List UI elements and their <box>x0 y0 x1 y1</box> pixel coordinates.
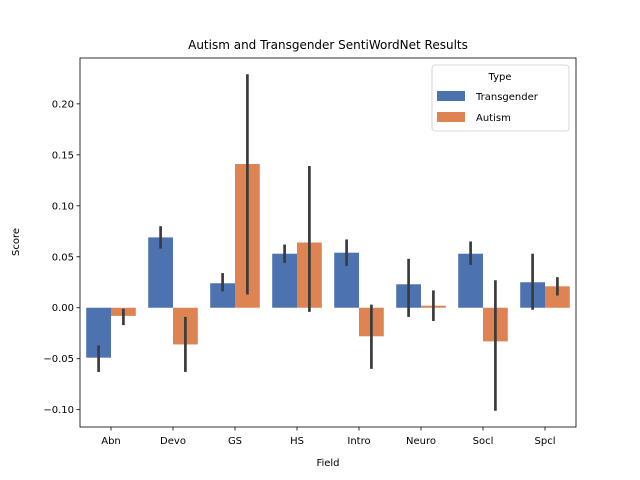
y-tick-label: −0.10 <box>43 405 74 416</box>
x-tick-label: HS <box>290 436 304 447</box>
x-tick-label: Abn <box>101 436 121 447</box>
legend-label-transgender: Transgender <box>475 92 539 103</box>
x-tick-label: GS <box>228 436 242 447</box>
y-axis: −0.10 −0.05 0.00 0.05 0.10 0.15 0.20 <box>43 99 80 416</box>
bar-autism-spcl <box>545 286 570 308</box>
plot-frame <box>79 57 577 428</box>
legend-frame <box>431 64 570 132</box>
x-tick-label: Spcl <box>535 436 556 447</box>
bar-transgender-devo <box>148 237 173 308</box>
x-tick-label: Socl <box>473 436 494 447</box>
legend-title: Type <box>488 72 512 83</box>
y-tick-label: 0.10 <box>52 201 74 212</box>
x-tick-label: Neuro <box>406 436 436 447</box>
x-tick-label: Intro <box>347 436 370 447</box>
x-axis-label: Field <box>316 458 339 469</box>
y-tick-label: 0.20 <box>52 99 74 110</box>
bars-layer <box>86 164 570 358</box>
y-tick-label: 0.15 <box>52 150 74 161</box>
legend-label-autism: Autism <box>476 113 511 124</box>
x-axis: Abn Devo GS HS Intro Neuro Socl Spcl <box>101 427 555 447</box>
y-axis-label: Score <box>11 228 22 256</box>
x-tick-label: Devo <box>160 436 186 447</box>
legend-swatch-transgender <box>437 91 465 101</box>
error-bars-layer <box>97 74 559 411</box>
y-tick-label: −0.05 <box>43 354 74 365</box>
legend-swatch-autism <box>437 112 465 122</box>
y-tick-label: 0.05 <box>52 252 74 263</box>
y-tick-label: 0.00 <box>52 303 74 314</box>
legend: Type Transgender Autism <box>431 64 570 132</box>
chart-title: Autism and Transgender SentiWordNet Resu… <box>188 38 468 52</box>
